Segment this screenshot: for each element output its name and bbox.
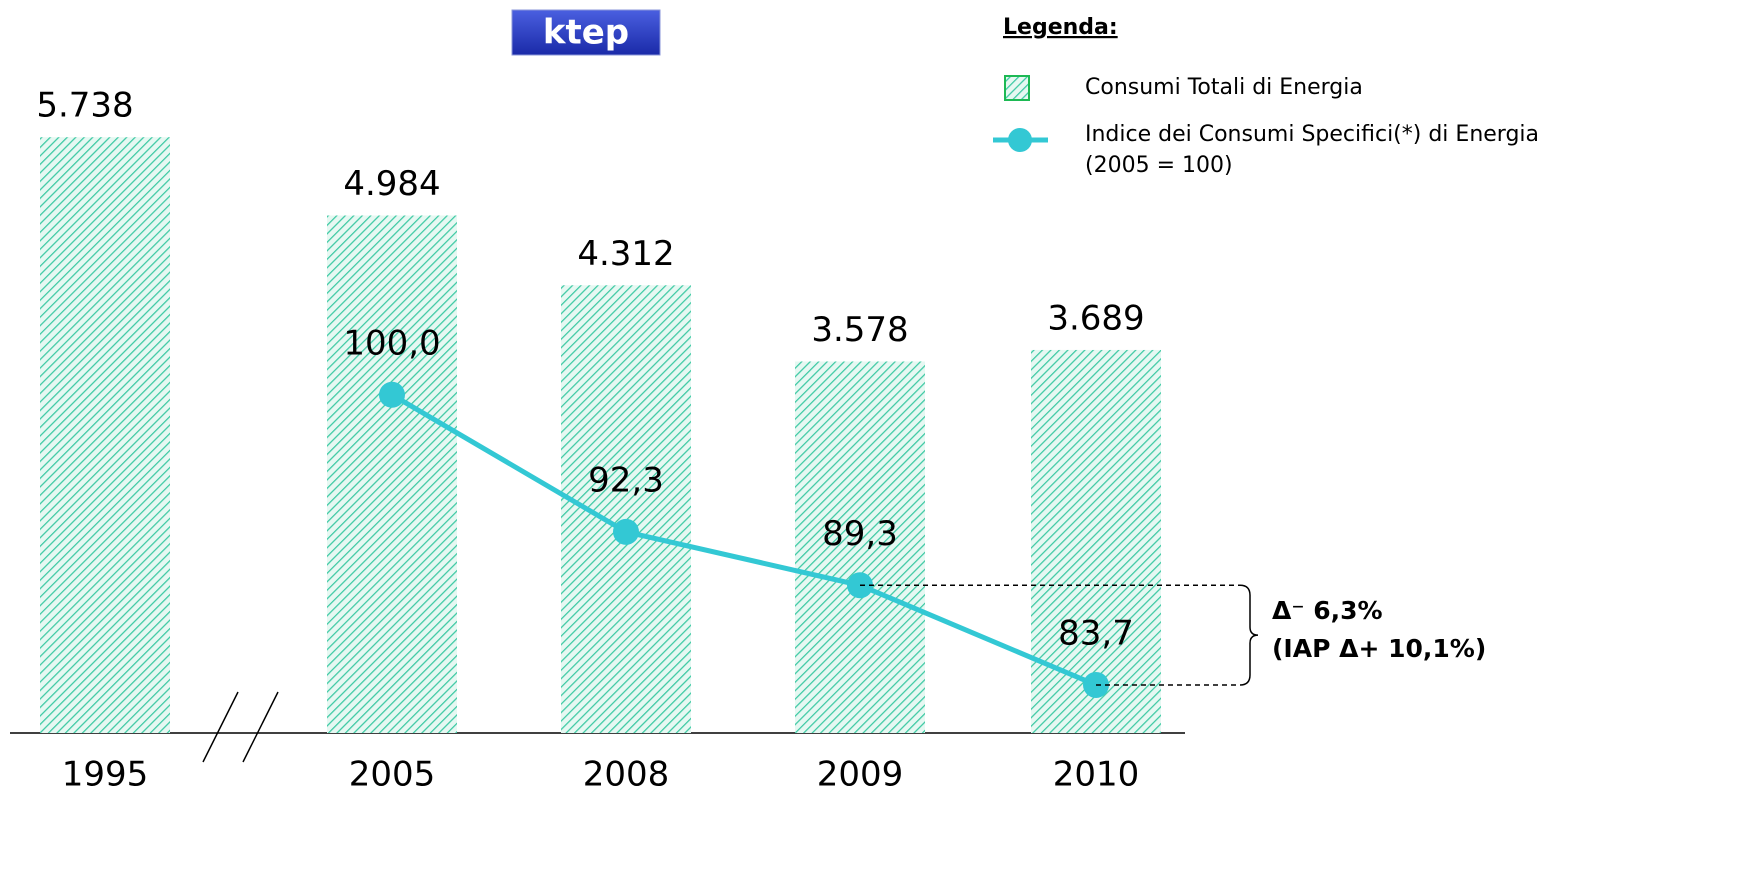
index-value-label: 83,7 [1058, 613, 1134, 653]
legend-label: Indice dei Consumi Specifici(*) di Energ… [1085, 122, 1539, 147]
x-tick-label: 2005 [349, 755, 436, 795]
annotation: (IAP Δ+ 10,1%) [1272, 634, 1486, 663]
bar [795, 361, 925, 733]
bar-value-label: 3.689 [1047, 298, 1144, 338]
bar [561, 285, 691, 733]
x-tick-label: 2010 [1053, 755, 1140, 795]
bar [327, 215, 457, 734]
header: ktep [543, 13, 629, 53]
axis-break [202, 691, 239, 763]
legend-note: (2005 = 100) [1085, 153, 1233, 178]
axis-break [242, 691, 279, 763]
bar-value-label: 3.578 [811, 310, 908, 350]
index-line [390, 392, 1097, 688]
bar-value-label: 4.312 [577, 234, 674, 274]
header-box [511, 9, 661, 56]
x-tick-label: 2009 [817, 755, 904, 795]
index-value-label: 100,0 [343, 323, 440, 363]
bar-value-label: 4.984 [343, 164, 440, 204]
bar [40, 137, 170, 733]
legend-marker [1008, 128, 1032, 152]
index-point [613, 518, 639, 545]
index-value-label: 92,3 [588, 460, 664, 500]
legend-title: Legenda: [1003, 15, 1118, 40]
legend-label: Consumi Totali di Energia [1085, 75, 1363, 100]
x-tick-label: 1995 [62, 755, 149, 795]
brace [1239, 584, 1259, 686]
bar-value-label: 5.738 [36, 86, 133, 126]
annotation: Δ⁻ 6,3% [1272, 596, 1383, 625]
x-tick-label: 2008 [583, 755, 670, 795]
index-value-label: 89,3 [822, 514, 898, 554]
index-point [379, 381, 405, 408]
legend-swatch [1004, 75, 1030, 101]
